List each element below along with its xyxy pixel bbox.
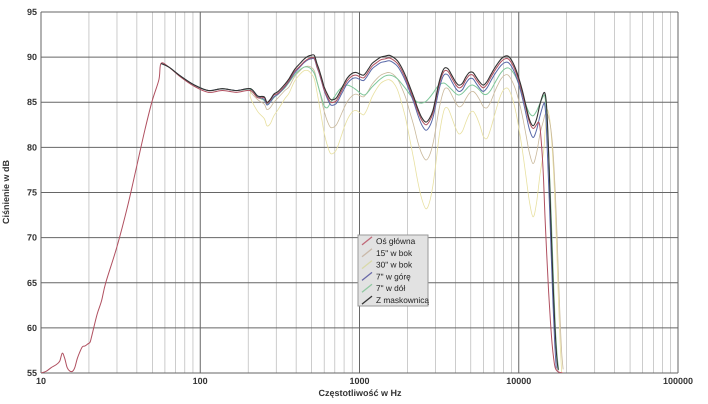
svg-text:10: 10 [36,376,46,386]
svg-text:95: 95 [27,7,37,17]
svg-text:1000: 1000 [349,376,369,386]
svg-text:65: 65 [27,278,37,288]
svg-text:90: 90 [27,52,37,62]
svg-text:Ciśnienie w dB: Ciśnienie w dB [1,159,11,224]
svg-text:60: 60 [27,323,37,333]
svg-text:15" w bok: 15" w bok [376,248,413,258]
svg-text:100: 100 [193,376,208,386]
svg-text:85: 85 [27,97,37,107]
svg-text:10000: 10000 [506,376,531,386]
svg-text:30" w bok: 30" w bok [376,260,413,270]
svg-text:Z maskownicą: Z maskownicą [376,295,429,305]
svg-text:80: 80 [27,142,37,152]
svg-text:75: 75 [27,188,37,198]
svg-text:Oś główna: Oś główna [376,236,416,246]
svg-text:7" w górę: 7" w górę [376,271,411,281]
svg-text:100000: 100000 [663,376,693,386]
svg-text:7" w dół: 7" w dół [376,283,405,293]
svg-text:70: 70 [27,233,37,243]
svg-text:Częstotliwość w Hz: Częstotliwość w Hz [318,388,402,398]
